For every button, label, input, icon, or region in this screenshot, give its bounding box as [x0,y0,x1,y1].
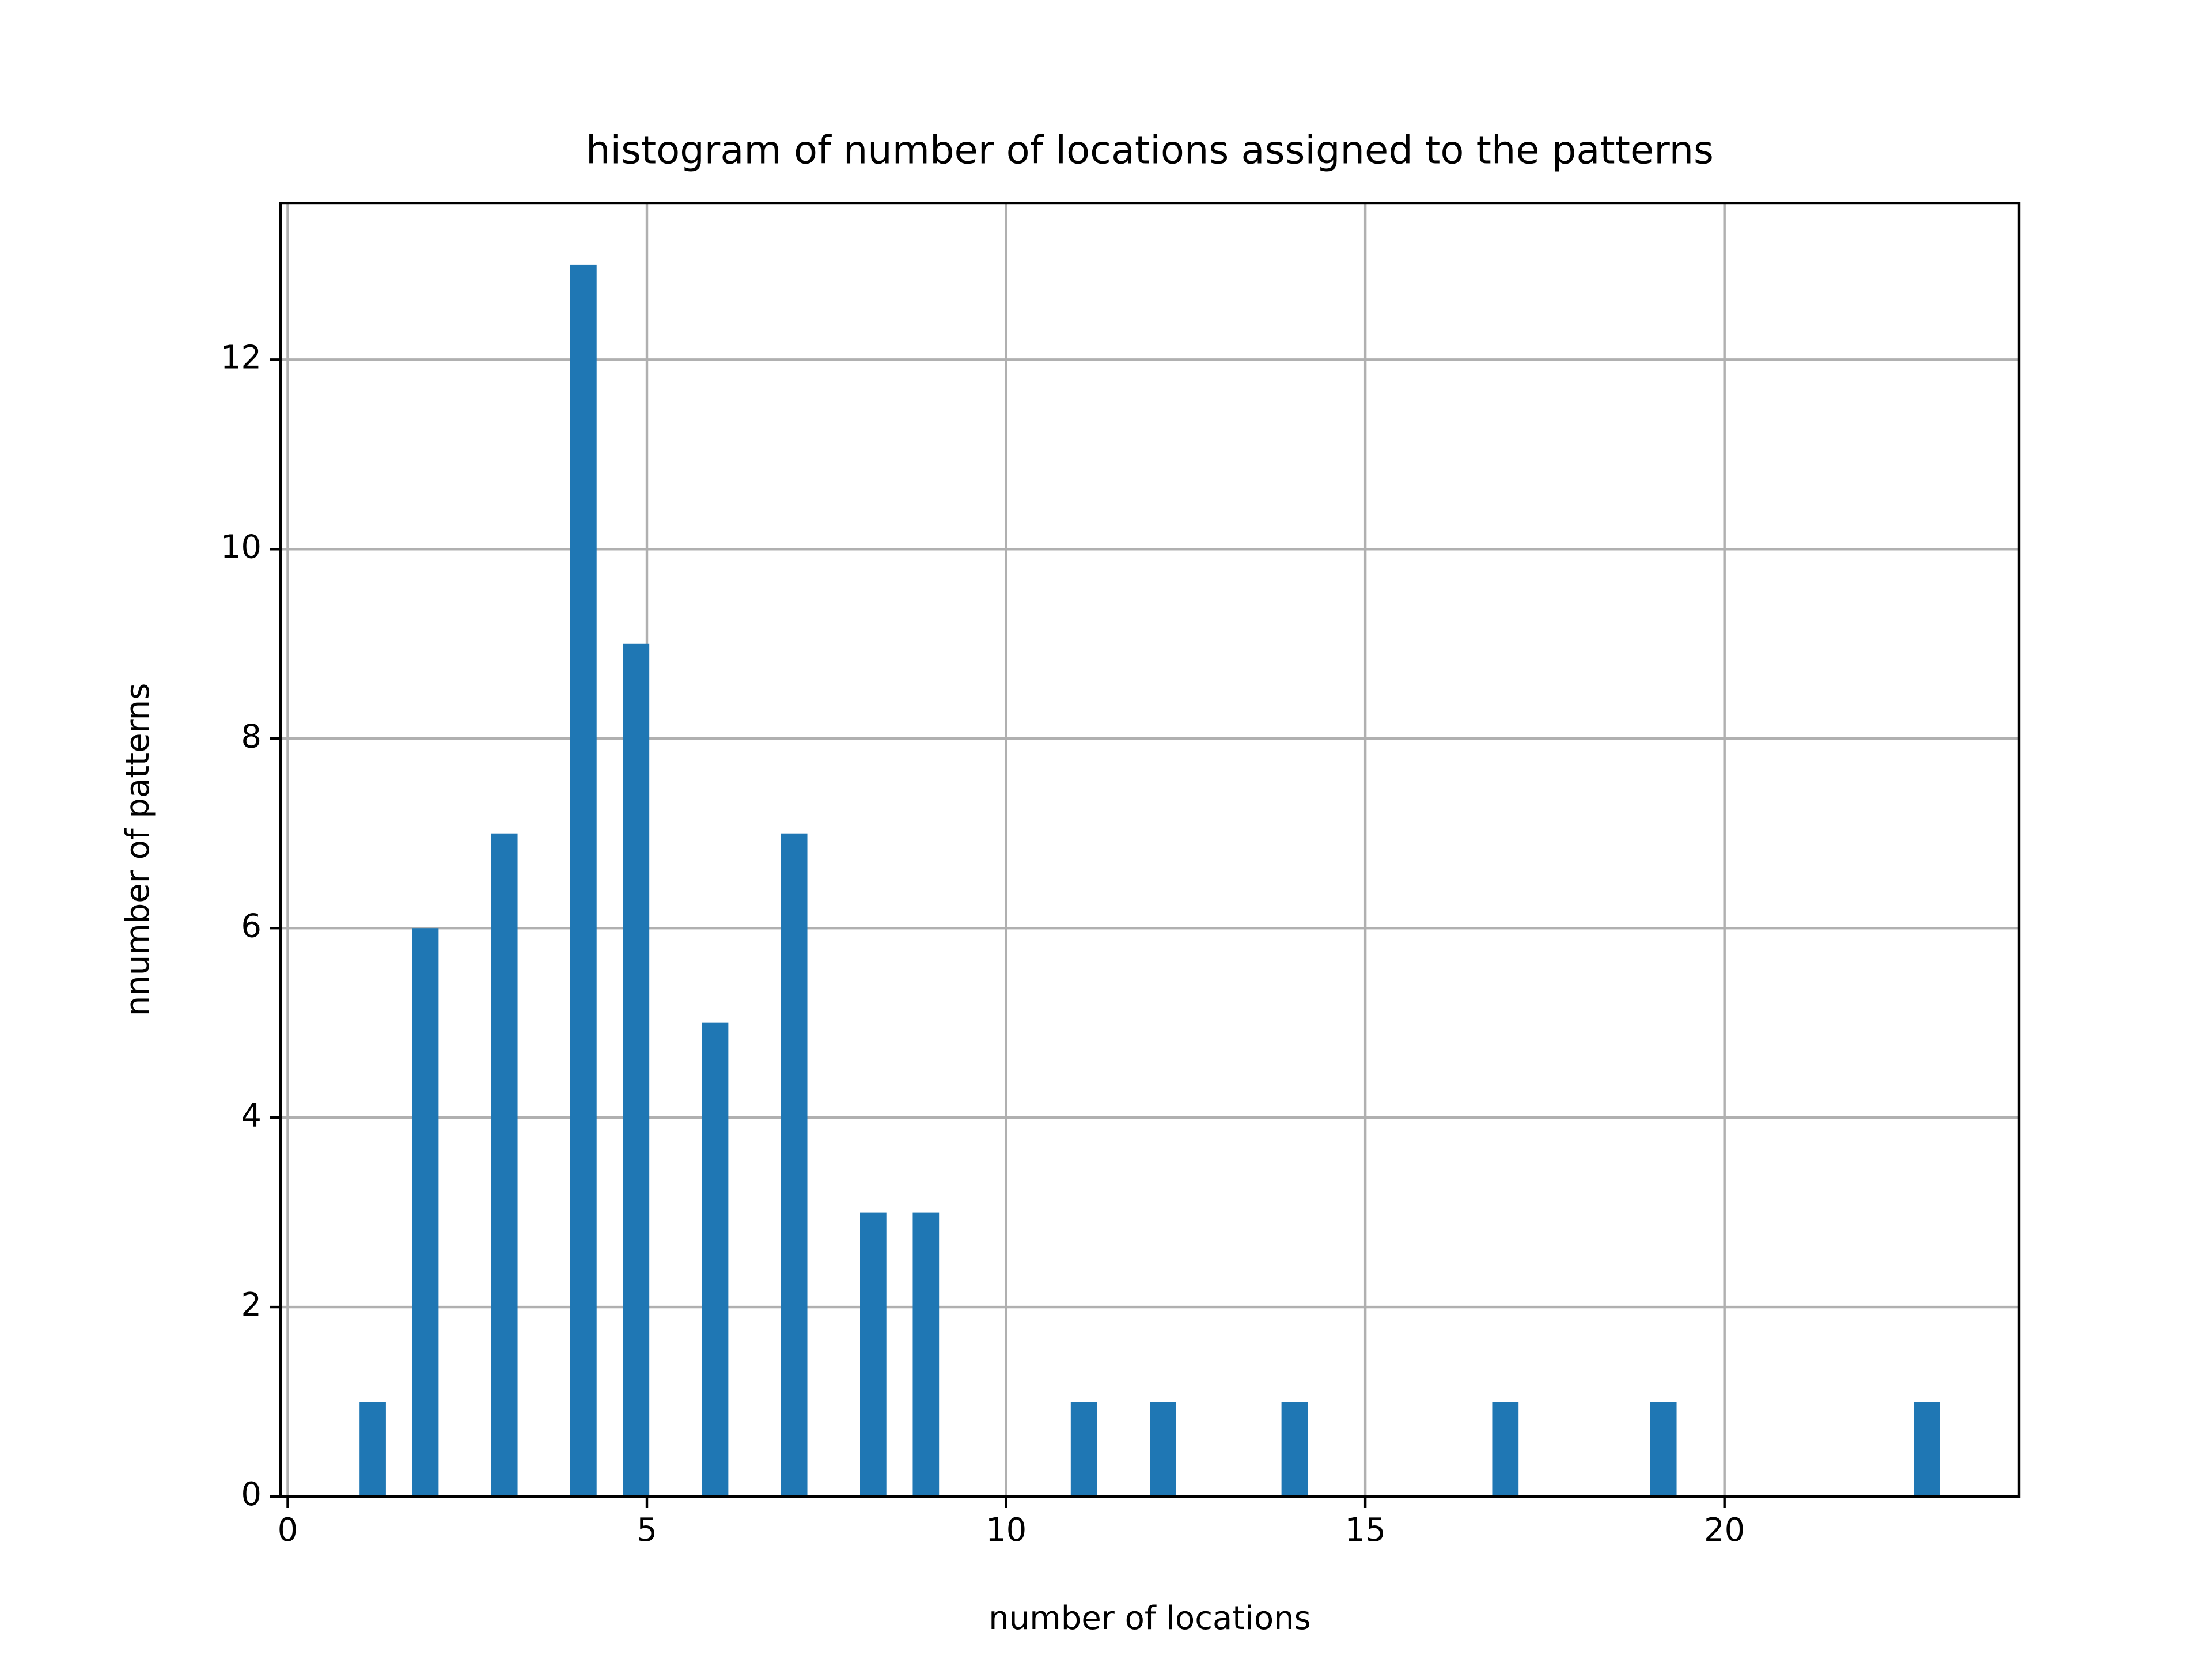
y-tick-label: 12 [221,339,262,377]
bar [1150,1402,1176,1497]
bar [1650,1402,1677,1497]
y-tick-label: 6 [241,907,262,945]
bar [860,1212,887,1497]
x-tick-label: 15 [1344,1512,1385,1549]
x-tick-label: 5 [637,1512,657,1549]
x-tick-label: 10 [986,1512,1027,1549]
bar [623,643,650,1497]
bar [1070,1402,1097,1497]
bar [359,1402,386,1497]
bar [1492,1402,1519,1497]
bar [1914,1402,1940,1497]
bar [491,833,518,1497]
y-tick-label: 2 [241,1286,262,1324]
bar [702,1022,729,1497]
x-axis-label: number of locations [988,1600,1311,1637]
bar [570,264,597,1497]
y-tick-label: 8 [241,718,262,755]
y-tick-label: 4 [241,1097,262,1134]
bar [1281,1402,1308,1497]
bar [781,833,808,1497]
x-tick-label: 20 [1704,1512,1745,1549]
chart-title: histogram of number of locations assigne… [586,128,1714,173]
bar [912,1212,940,1497]
y-axis-label: nnumber of patterns [119,683,157,1017]
x-tick-label: 0 [278,1512,298,1549]
plot-frame [279,202,2021,1498]
y-tick-label: 0 [241,1476,262,1513]
y-tick-label: 10 [221,528,262,566]
bar [412,928,439,1497]
